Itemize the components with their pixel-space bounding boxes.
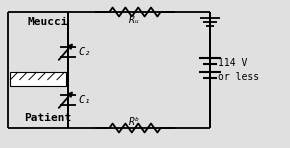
Text: or less: or less: [218, 72, 259, 82]
Text: Rᵇ: Rᵇ: [129, 117, 141, 127]
Text: Patient: Patient: [24, 113, 72, 123]
Text: C₁: C₁: [78, 95, 90, 105]
Text: C₂: C₂: [78, 47, 90, 57]
Text: Meucci: Meucci: [28, 17, 68, 27]
Bar: [10, 72, 66, 86]
Text: Rᵤ: Rᵤ: [129, 15, 141, 25]
Text: 114 V: 114 V: [218, 58, 247, 68]
